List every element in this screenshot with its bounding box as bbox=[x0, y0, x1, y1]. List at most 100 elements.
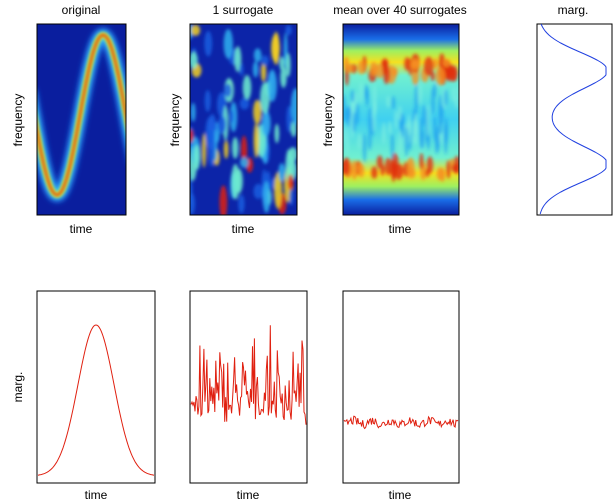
panel-title: marg. bbox=[558, 3, 589, 17]
streak bbox=[391, 163, 396, 183]
panel-frame bbox=[36, 23, 127, 216]
streak bbox=[423, 56, 434, 76]
x-axis-label: time bbox=[389, 488, 412, 502]
streak bbox=[420, 130, 425, 149]
marginal-curve bbox=[37, 324, 155, 476]
marginal-curve bbox=[343, 415, 459, 430]
x-axis-label: time bbox=[389, 222, 412, 236]
streak bbox=[404, 126, 409, 157]
streak bbox=[393, 110, 398, 130]
streak bbox=[443, 89, 448, 107]
blob bbox=[261, 110, 271, 137]
streak bbox=[391, 96, 396, 110]
blob bbox=[238, 194, 245, 214]
streak bbox=[454, 96, 459, 109]
blob bbox=[239, 97, 250, 110]
streak bbox=[384, 157, 392, 176]
streak bbox=[426, 104, 431, 137]
marginal-curve bbox=[539, 23, 607, 215]
panel-title: original bbox=[62, 3, 101, 17]
streak bbox=[358, 82, 363, 104]
blob bbox=[205, 116, 215, 150]
streak bbox=[394, 163, 404, 180]
streak bbox=[451, 86, 456, 103]
blob bbox=[217, 115, 227, 134]
streak bbox=[367, 130, 372, 151]
x-axis-label: time bbox=[237, 488, 260, 502]
blob bbox=[285, 24, 292, 36]
streak bbox=[451, 163, 459, 173]
y-axis-label: marg. bbox=[11, 372, 25, 403]
streak bbox=[414, 84, 419, 115]
streak bbox=[438, 120, 443, 135]
streak bbox=[446, 160, 451, 179]
streak bbox=[419, 152, 424, 170]
blob bbox=[287, 174, 294, 190]
blob bbox=[253, 48, 262, 63]
panel-frame bbox=[342, 290, 460, 484]
streak bbox=[400, 113, 405, 139]
streak bbox=[425, 168, 430, 178]
streak bbox=[357, 60, 365, 75]
streak bbox=[432, 83, 437, 98]
streak bbox=[371, 166, 378, 179]
blob bbox=[274, 123, 280, 144]
blob bbox=[223, 83, 232, 98]
blob bbox=[232, 137, 239, 159]
panel-title: mean over 40 surrogates bbox=[333, 3, 466, 17]
blob bbox=[253, 99, 262, 125]
y-axis-label: frequency bbox=[321, 94, 335, 147]
streak bbox=[404, 57, 411, 71]
blob bbox=[190, 102, 196, 122]
x-axis-label: time bbox=[232, 222, 255, 236]
streak bbox=[397, 105, 402, 121]
streak bbox=[387, 121, 392, 135]
x-axis-label: time bbox=[70, 222, 93, 236]
blob bbox=[242, 75, 252, 101]
blob bbox=[286, 105, 292, 133]
blob bbox=[262, 181, 271, 214]
blob bbox=[190, 192, 196, 215]
streak bbox=[380, 164, 385, 176]
streak bbox=[372, 84, 377, 113]
ridge bbox=[37, 34, 126, 196]
streak bbox=[418, 83, 423, 105]
streak bbox=[386, 95, 391, 108]
blob bbox=[272, 31, 280, 65]
panel-title: 1 surrogate bbox=[213, 3, 274, 17]
blob bbox=[204, 30, 213, 57]
streak bbox=[435, 67, 446, 86]
streak bbox=[362, 133, 367, 163]
blob bbox=[239, 157, 249, 168]
streak bbox=[390, 133, 395, 159]
streak bbox=[447, 65, 457, 82]
streak bbox=[398, 129, 403, 155]
marginal-curve bbox=[190, 325, 307, 425]
streak bbox=[392, 67, 398, 77]
blob bbox=[190, 129, 194, 143]
blob bbox=[260, 82, 270, 114]
y-axis-label: frequency bbox=[11, 94, 25, 147]
blob bbox=[223, 28, 233, 59]
panel-frame bbox=[36, 290, 156, 484]
blob bbox=[274, 171, 283, 209]
streak bbox=[345, 125, 350, 155]
streak bbox=[430, 71, 435, 82]
blobs bbox=[190, 24, 297, 215]
streak bbox=[375, 63, 384, 79]
panel-frame bbox=[536, 23, 613, 216]
streak bbox=[343, 123, 346, 144]
blob bbox=[278, 163, 286, 182]
streak bbox=[439, 167, 446, 182]
blob bbox=[288, 147, 297, 162]
blob bbox=[279, 56, 285, 71]
streak bbox=[355, 103, 360, 126]
streak bbox=[345, 63, 354, 73]
panel-frame bbox=[189, 23, 298, 216]
streak bbox=[343, 94, 346, 122]
blob bbox=[280, 66, 287, 88]
streak bbox=[414, 119, 419, 146]
blob bbox=[290, 88, 297, 126]
streak bbox=[410, 58, 421, 68]
